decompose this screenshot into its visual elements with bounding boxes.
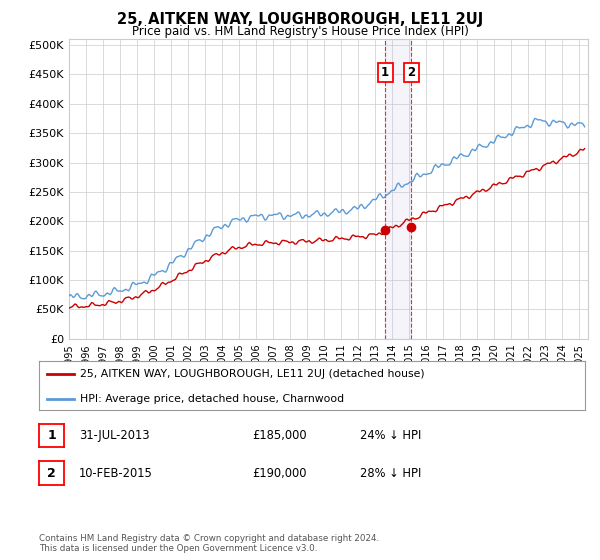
Text: 2: 2 — [407, 66, 415, 79]
Text: £185,000: £185,000 — [252, 429, 307, 442]
Text: 1: 1 — [47, 429, 56, 442]
Text: 2: 2 — [47, 466, 56, 480]
Text: Contains HM Land Registry data © Crown copyright and database right 2024.
This d: Contains HM Land Registry data © Crown c… — [39, 534, 379, 553]
Text: 24% ↓ HPI: 24% ↓ HPI — [360, 429, 421, 442]
Text: 1: 1 — [381, 66, 389, 79]
Text: 28% ↓ HPI: 28% ↓ HPI — [360, 466, 421, 480]
Text: 10-FEB-2015: 10-FEB-2015 — [79, 466, 153, 480]
Text: £190,000: £190,000 — [252, 466, 307, 480]
Text: 25, AITKEN WAY, LOUGHBOROUGH, LE11 2UJ: 25, AITKEN WAY, LOUGHBOROUGH, LE11 2UJ — [117, 12, 483, 27]
Text: Price paid vs. HM Land Registry's House Price Index (HPI): Price paid vs. HM Land Registry's House … — [131, 25, 469, 38]
Text: 25, AITKEN WAY, LOUGHBOROUGH, LE11 2UJ (detached house): 25, AITKEN WAY, LOUGHBOROUGH, LE11 2UJ (… — [80, 370, 425, 380]
Bar — [385, 39, 412, 339]
Text: HPI: Average price, detached house, Charnwood: HPI: Average price, detached house, Char… — [80, 394, 344, 404]
Text: 31-JUL-2013: 31-JUL-2013 — [79, 429, 150, 442]
